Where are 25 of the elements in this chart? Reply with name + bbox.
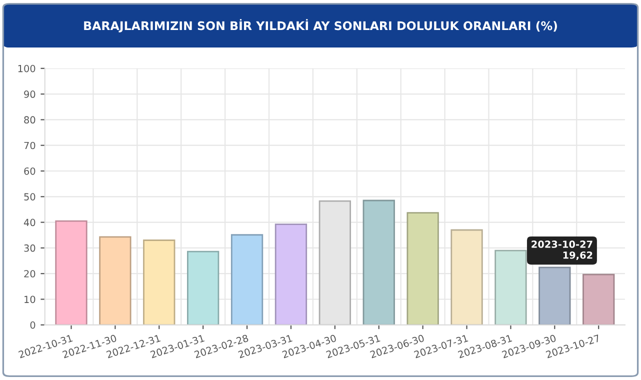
annotation: 2023-10-27 19,62 xyxy=(532,240,592,260)
y-tick-label: 40 xyxy=(24,218,36,226)
y-tick-label: 20 xyxy=(24,270,36,278)
bar xyxy=(143,240,176,325)
bar xyxy=(494,250,527,325)
y-tick-label: 90 xyxy=(24,90,36,98)
y-tick-label: 80 xyxy=(24,116,36,124)
bar xyxy=(99,236,132,325)
y-tick-label: 60 xyxy=(24,167,36,175)
bar xyxy=(230,234,264,325)
y-tick-label: 0 xyxy=(30,321,36,329)
chart-title: BARAJLARIMIZIN SON BİR YILDAKİ AY SONLARI DOLULUK ORANLARI (%) xyxy=(84,19,557,32)
bar xyxy=(274,224,308,325)
bar xyxy=(187,250,220,325)
bar xyxy=(55,220,88,325)
bar xyxy=(450,229,483,325)
bar xyxy=(406,212,439,325)
bar xyxy=(582,274,615,325)
bar xyxy=(538,266,571,325)
y-tick-label: 50 xyxy=(24,193,36,200)
y-tick-label: 70 xyxy=(24,142,36,150)
y-tick-label: 30 xyxy=(24,244,36,252)
bar xyxy=(362,200,395,325)
y-tick-label: 10 xyxy=(24,296,36,304)
y-tick-label: 100 xyxy=(18,64,36,72)
